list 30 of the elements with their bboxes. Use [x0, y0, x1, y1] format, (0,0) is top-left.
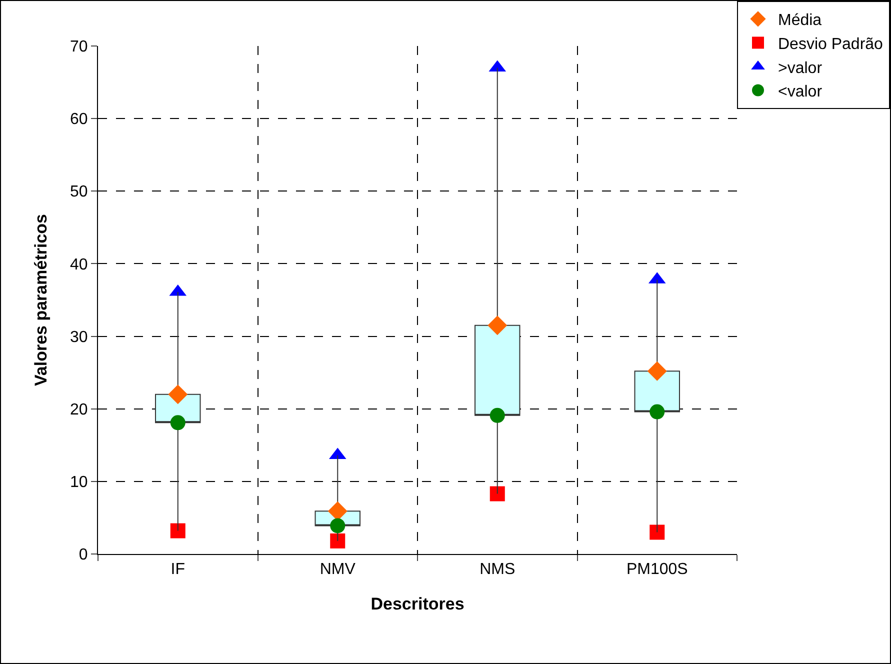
point [650, 404, 665, 420]
x-tick-label: IF [170, 561, 186, 578]
y-tick-label: 50 [70, 184, 88, 201]
point [650, 524, 665, 540]
y-tick-label: 70 [70, 38, 88, 56]
y-axis-title: Valores paramétricos [32, 214, 51, 386]
point [488, 316, 508, 336]
x-tick-label: NMS [480, 561, 516, 578]
legend-label: >valor [778, 60, 823, 77]
y-tick-label: 0 [78, 546, 88, 564]
point [330, 518, 346, 534]
y-tick-label: 10 [70, 474, 88, 492]
point [328, 501, 348, 521]
x-tick-label: NMV [320, 561, 356, 578]
x-tick-label: PM100S [626, 561, 688, 578]
point [170, 415, 186, 430]
legend-label: Desvio Padrão [778, 36, 884, 53]
y-tick-label: 30 [70, 328, 88, 346]
x-axis-title: Descritores [370, 594, 464, 614]
point [330, 533, 346, 548]
y-tick-label: 60 [70, 111, 88, 128]
point [170, 523, 186, 538]
point [490, 408, 505, 423]
point [647, 361, 667, 381]
y-tick-label: 40 [70, 256, 88, 274]
point [168, 384, 188, 404]
y-tick-label: 20 [70, 401, 88, 418]
legend-label: <valor [778, 84, 823, 101]
legend-label: Média [778, 12, 822, 30]
point [490, 486, 505, 502]
